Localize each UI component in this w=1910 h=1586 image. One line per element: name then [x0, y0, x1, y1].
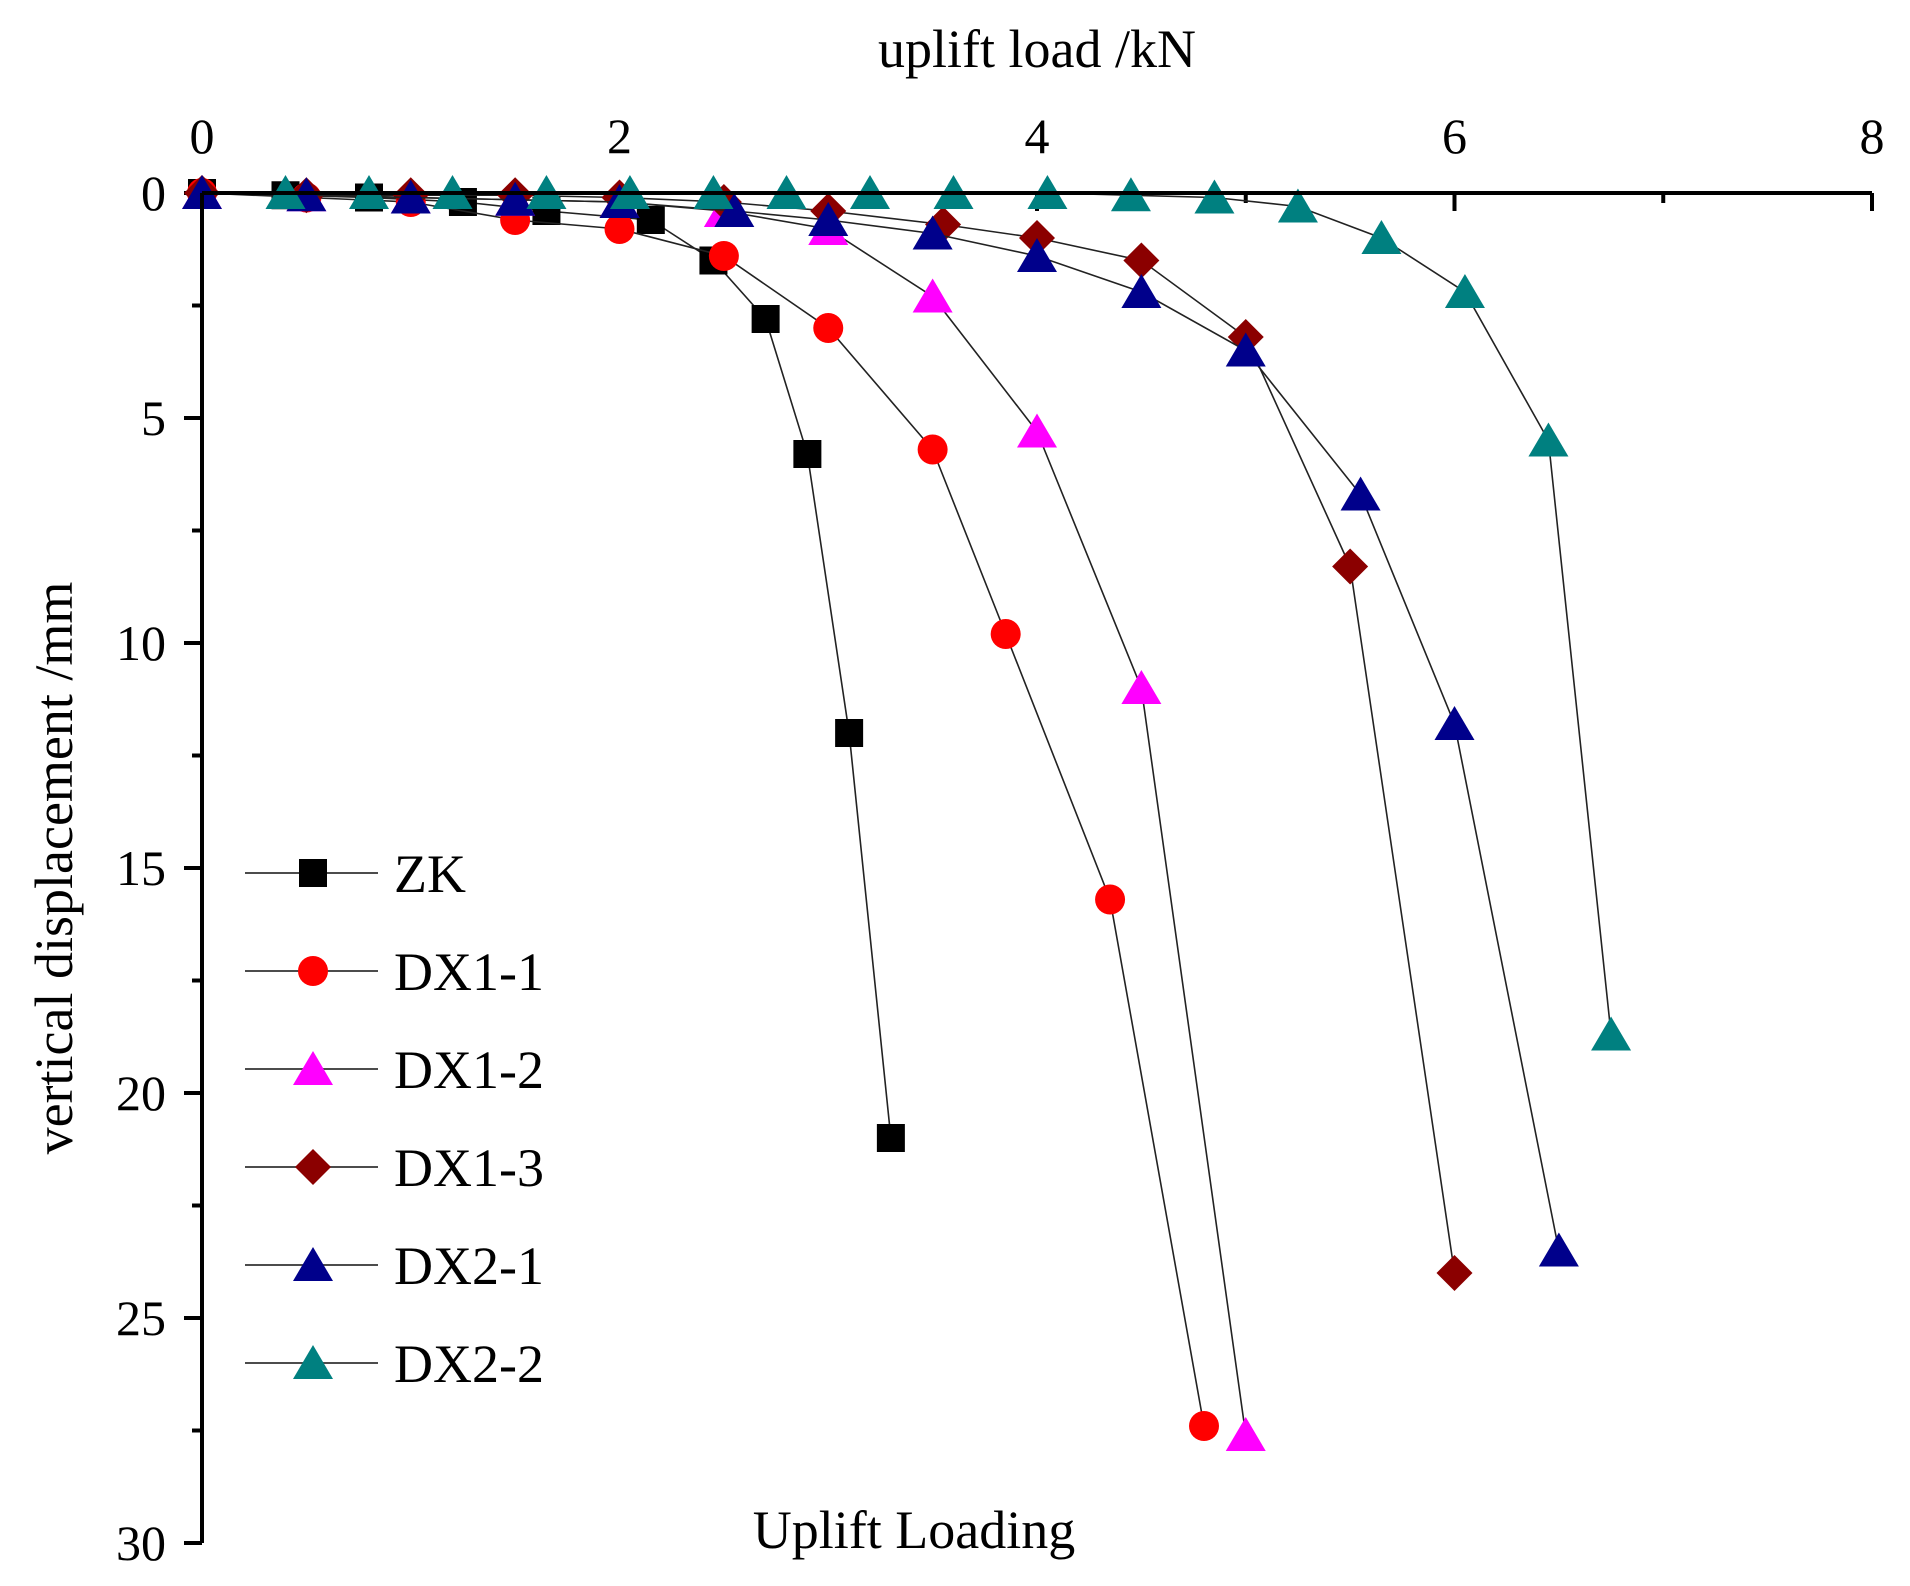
legend-label: ZK [394, 844, 466, 904]
data-point-DX2-1 [1340, 476, 1381, 511]
series-line-DX1-3 [201, 192, 1456, 1274]
data-point-DX2-2 [1444, 274, 1485, 308]
data-point-DX1-2 [1121, 670, 1162, 704]
data-point-DX1-3 [1123, 242, 1160, 279]
data-point-DX2-1 [808, 202, 849, 236]
series-line-DX2-2 [285, 192, 1612, 1035]
legend-marker-DX1-3 [295, 1149, 331, 1185]
y-axis-title: vertical displacement /mm [24, 582, 84, 1155]
series-line-ZK [201, 192, 892, 1139]
legend-item: DX1-2 [245, 1040, 544, 1100]
legend-label: DX1-2 [394, 1040, 544, 1100]
y-tick-label: 25 [116, 1290, 166, 1346]
data-point-DX2-2 [1277, 188, 1318, 223]
data-point-ZK [793, 440, 822, 468]
data-point-DX1-1 [917, 434, 948, 465]
data-point-DX2-2 [1194, 179, 1235, 214]
x-tick-label: 6 [1442, 108, 1467, 164]
legend-marker-DX2-2 [293, 1345, 333, 1379]
y-tick-label: 20 [116, 1065, 166, 1121]
data-point-DX2-2 [1591, 1016, 1632, 1051]
legend-label: DX2-2 [394, 1334, 544, 1394]
data-point-DX1-2 [1225, 1417, 1266, 1451]
data-point-DX2-2 [1528, 422, 1569, 457]
series-DX2-1 [182, 175, 1579, 1267]
data-point-ZK [876, 1124, 905, 1152]
legend-marker-DX1-2 [293, 1051, 333, 1085]
series-ZK [188, 179, 905, 1152]
data-point-DX1-3 [1436, 1255, 1473, 1291]
y-tick-label: 10 [116, 615, 166, 671]
data-point-DX2-1 [1434, 706, 1475, 740]
series-layer [182, 175, 1632, 1451]
legend-label: DX1-3 [394, 1138, 544, 1198]
legend-item: DX1-1 [245, 942, 544, 1002]
x-tick-label: 2 [607, 108, 632, 164]
axis-ticks: 0 2 4 6 8 0 5 10 15 20 25 30 [116, 108, 1885, 1571]
series-DX1-1 [187, 178, 1219, 1441]
y-tick-label: 30 [116, 1515, 166, 1571]
x-axis-title: uplift load /kN [878, 19, 1196, 79]
series-line-DX2-1 [201, 192, 1560, 1251]
data-point-DX1-1 [990, 619, 1021, 649]
data-point-ZK [835, 719, 864, 747]
data-point-DX2-1 [1225, 332, 1266, 367]
legend-label: DX1-1 [394, 942, 544, 1002]
legend-item: ZK [245, 844, 466, 904]
y-tick-label: 0 [141, 165, 166, 221]
x-tick-label: 8 [1860, 108, 1885, 164]
data-point-DX1-1 [813, 313, 844, 343]
data-point-DX1-2 [1017, 413, 1057, 448]
series-DX1-2 [182, 175, 1266, 1451]
legend-item: DX2-2 [245, 1334, 544, 1394]
y-tick-label: 15 [116, 840, 166, 896]
legend-marker-ZK [299, 859, 327, 887]
data-point-DX2-1 [1017, 238, 1057, 272]
data-point-DX2-1 [495, 181, 536, 216]
legend-marker-DX1-1 [298, 956, 328, 986]
data-point-DX2-1 [1538, 1232, 1579, 1267]
y-tick-label: 5 [141, 390, 166, 446]
data-point-DX1-1 [604, 214, 635, 244]
data-point-DX1-1 [1189, 1411, 1219, 1441]
data-point-DX2-1 [714, 193, 755, 227]
data-point-DX2-1 [912, 215, 953, 250]
data-point-ZK [636, 206, 665, 234]
legend-label: DX2-1 [394, 1236, 544, 1296]
data-point-DX1-3 [1332, 548, 1369, 585]
series-line-DX1-1 [201, 192, 1205, 1427]
uplift-loading-annotation: Uplift Loading [753, 1500, 1075, 1560]
data-point-DX1-2 [912, 278, 953, 313]
legend-marker-DX2-1 [293, 1247, 333, 1281]
legend: ZK DX1-1 DX1-2 DX1-3 DX2-1 DX2-2 [245, 844, 544, 1394]
data-point-DX2-2 [1361, 220, 1402, 254]
data-point-DX2-1 [390, 179, 431, 214]
x-tick-label: 4 [1025, 108, 1050, 164]
x-tick-label: 0 [190, 108, 215, 164]
data-point-ZK [751, 305, 780, 333]
legend-item: DX2-1 [245, 1236, 544, 1296]
data-point-DX1-1 [1095, 884, 1126, 915]
data-point-DX1-1 [708, 241, 739, 271]
series-line-DX1-2 [201, 192, 1247, 1436]
legend-item: DX1-3 [245, 1138, 544, 1198]
data-point-DX2-1 [1121, 274, 1162, 308]
